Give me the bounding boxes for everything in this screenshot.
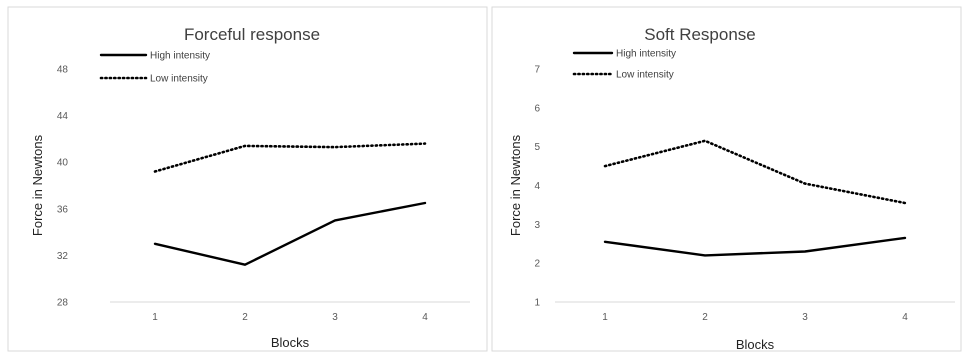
legend-label: High intensity <box>150 51 210 62</box>
x-tick-label: 1 <box>152 312 158 323</box>
y-tick-label: 36 <box>57 204 69 215</box>
x-tick-label: 1 <box>602 312 608 323</box>
x-tick-label: 2 <box>702 312 708 323</box>
y-tick-label: 1 <box>534 298 540 309</box>
y-tick-label: 4 <box>534 181 540 192</box>
series-line-high-intensity <box>603 236 907 257</box>
y-tick-label: 5 <box>534 142 540 153</box>
x-tick-label: 4 <box>422 312 428 323</box>
series-line-high-intensity <box>153 201 427 266</box>
chart-2: Soft Response Force in Newtons Blocks 1 2 3 4 5… <box>491 6 962 352</box>
chart-frame <box>7 6 488 352</box>
x-axis-label: Blocks <box>736 337 775 352</box>
x-tick-label: 4 <box>902 312 908 323</box>
y-tick-label: 2 <box>534 259 540 270</box>
chart-title: Soft Response <box>644 25 756 44</box>
legend-label: Low intensity <box>616 70 674 81</box>
y-tick-label: 40 <box>57 158 69 169</box>
x-tick-label: 2 <box>242 312 248 323</box>
chart-title: Forceful response <box>184 25 320 44</box>
x-tick-label: 3 <box>802 312 808 323</box>
chart-1: Forceful response Force in Newtons Blocks 2… <box>7 6 488 352</box>
legend-label: Low intensity <box>150 74 208 85</box>
series-line-low-intensity <box>603 139 907 205</box>
x-axis-label: Blocks <box>271 335 310 350</box>
y-axis-label: Force in Newtons <box>508 134 523 236</box>
y-tick-label: 6 <box>534 103 540 114</box>
y-tick-label: 3 <box>534 220 540 231</box>
x-tick-label: 3 <box>332 312 338 323</box>
chart-frame <box>491 6 962 352</box>
y-tick-label: 28 <box>57 298 69 309</box>
series-line-low-intensity <box>153 142 427 173</box>
legend-label: High intensity <box>616 49 676 60</box>
y-tick-label: 48 <box>57 65 69 76</box>
y-tick-label: 32 <box>57 251 69 262</box>
y-tick-label: 7 <box>534 65 540 76</box>
y-axis-label: Force in Newtons <box>30 134 45 236</box>
y-tick-label: 44 <box>57 111 69 122</box>
